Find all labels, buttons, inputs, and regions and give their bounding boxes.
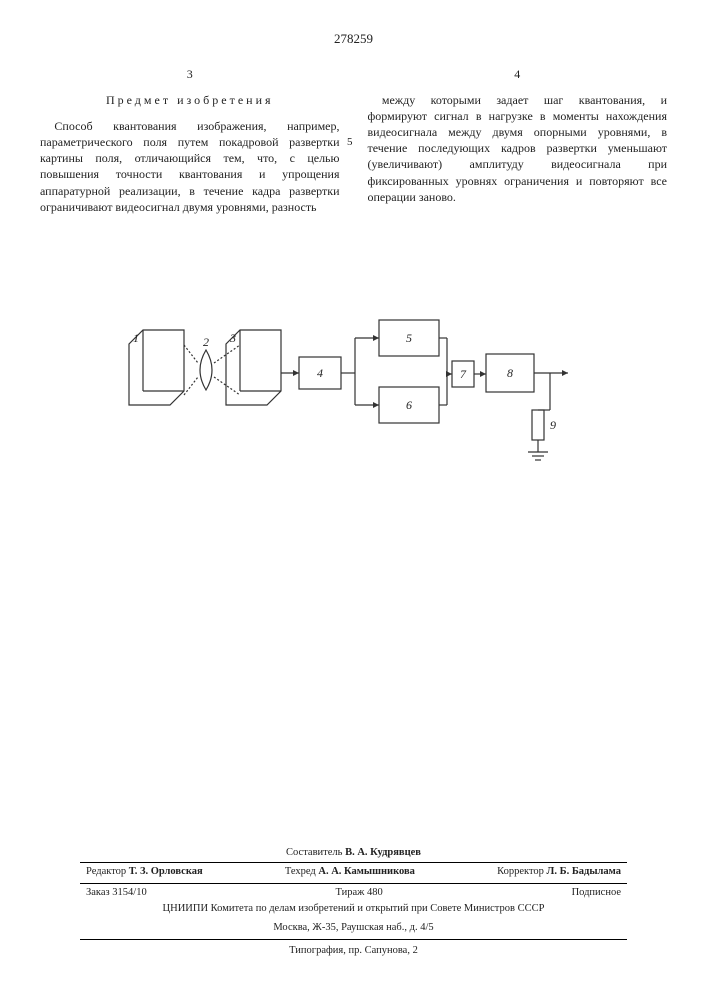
left-column: 3 Предмет изобретения Способ квантования…: [40, 66, 340, 216]
col-num-left: 3: [40, 66, 340, 82]
right-column: 4 между которыми задает шаг квантования,…: [368, 66, 668, 216]
svg-text:8: 8: [507, 366, 513, 380]
corrector-label: Корректор: [497, 866, 544, 877]
corrector-name: Л. Б. Бадылама: [547, 866, 621, 877]
text-columns: 3 Предмет изобретения Способ квантования…: [40, 66, 667, 216]
tirazh: Тираж 480: [335, 886, 382, 900]
col-num-right: 4: [368, 66, 668, 82]
line-marker-5: 5: [347, 135, 353, 150]
address-line: Москва, Ж-35, Раушская наб., д. 4/5: [80, 919, 627, 937]
corrector-block: Корректор Л. Б. Бадылама: [497, 865, 621, 879]
block-diagram: 1 2 3 4 5 6 7 8 9: [124, 295, 584, 495]
subject-title: Предмет изобретения: [40, 92, 340, 108]
svg-text:3: 3: [229, 331, 236, 345]
subscription: Подписное: [572, 886, 621, 900]
editor-block: Редактор Т. З. Орловская: [86, 865, 203, 879]
editor-name: Т. З. Орловская: [129, 866, 203, 877]
svg-text:1: 1: [133, 331, 139, 345]
right-paragraph: между которыми задает шаг квантования, и…: [368, 92, 668, 205]
svg-text:4: 4: [317, 366, 323, 380]
imprint-row-1: Заказ 3154/10 Тираж 480 Подписное: [80, 886, 627, 900]
printer-line: Типография, пр. Сапунова, 2: [80, 942, 627, 960]
svg-text:2: 2: [203, 335, 209, 349]
composer-line: Составитель В. А. Кудрявцев: [80, 846, 627, 860]
techred-label: Техред: [285, 866, 316, 877]
techred-name: А. А. Камышникова: [318, 866, 415, 877]
composer-label: Составитель: [286, 847, 342, 858]
svg-text:7: 7: [460, 367, 467, 381]
svg-text:5: 5: [406, 331, 412, 345]
left-paragraph: Способ квантования изображения, например…: [40, 118, 340, 215]
doc-number: 278259: [40, 30, 667, 48]
svg-text:6: 6: [406, 398, 412, 412]
composer-name: В. А. Кудрявцев: [345, 847, 421, 858]
footer: Составитель В. А. Кудрявцев Редактор Т. …: [80, 846, 627, 960]
svg-text:9: 9: [550, 418, 556, 432]
org-line: ЦНИИПИ Комитета по делам изобретений и о…: [80, 900, 627, 918]
credits-row: Редактор Т. З. Орловская Техред А. А. Ка…: [80, 865, 627, 881]
techred-block: Техред А. А. Камышникова: [285, 865, 415, 879]
editor-label: Редактор: [86, 866, 126, 877]
order-number: Заказ 3154/10: [86, 886, 147, 900]
